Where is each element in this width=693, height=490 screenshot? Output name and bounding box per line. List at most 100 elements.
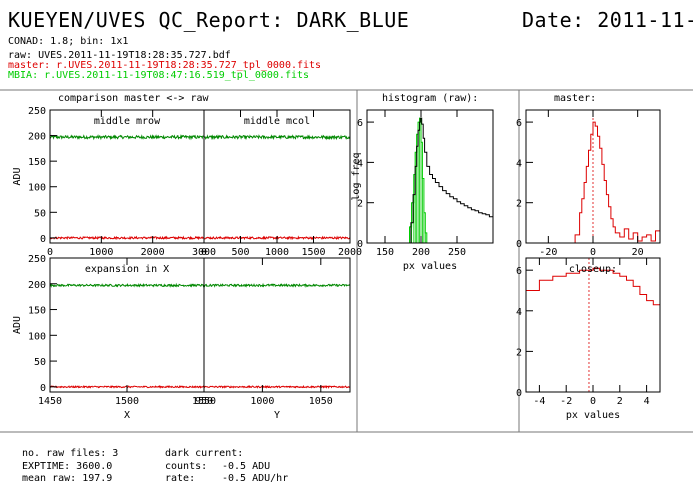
x-tick-label: 2 (617, 396, 623, 407)
comparison-panel-title: comparison master <-> raw (58, 93, 209, 104)
rate-label: rate: (165, 473, 196, 484)
y-tick-label: 2 (357, 199, 363, 210)
x-axis-label: px values (403, 261, 457, 272)
x-tick-label: 1050 (309, 396, 333, 407)
y-tick-label: 100 (28, 331, 46, 342)
x-tick-label: 0 (590, 396, 596, 407)
y-tick-label: 2 (516, 199, 522, 210)
counts-label: counts: (165, 461, 208, 472)
conad-line: CONAD: 1.8; bin: 1x1 (8, 36, 129, 47)
plot-frame (49, 109, 205, 244)
report-title: KUEYEN/UVES QC_Report: DARK_BLUE (8, 8, 410, 32)
y-tick-label: 0 (357, 239, 363, 250)
x-tick-label: 0 (590, 247, 596, 258)
x-tick-label: 1450 (38, 396, 62, 407)
x-tick-label: 3000 (192, 247, 216, 258)
series-raw-line (49, 134, 205, 141)
y-tick-label: 50 (34, 208, 46, 219)
chart-6: -4 -2 0 2 4 0 2 4 6 closeup: px values (516, 257, 661, 421)
panel-label: expansion in X (85, 264, 169, 275)
plot-frame (203, 109, 351, 244)
y-tick-label: 150 (28, 157, 46, 168)
y-tick-label: 2 (516, 347, 522, 358)
y-axis-label: ADU (12, 316, 23, 334)
panel-label: middle mcol (244, 116, 310, 127)
x-tick-label: -20 (539, 247, 557, 258)
x-tick-label: 200 (412, 247, 430, 258)
y-tick-label: 6 (357, 118, 363, 129)
x-tick-label: 1000 (265, 247, 289, 258)
y-tick-label: 0 (40, 234, 46, 245)
panel-title: master: (554, 93, 596, 104)
master-file-line: master: r.UVES.2011-11-19T18:28:35.727_t… (8, 60, 322, 71)
y-tick-label: 100 (28, 183, 46, 194)
dark-current-title: dark current: (165, 448, 244, 459)
panel-label: closeup: (569, 264, 617, 275)
y-tick-label: 0 (516, 388, 522, 399)
series-raw-line (49, 282, 205, 288)
series-master-line (203, 384, 351, 389)
plot-frame (366, 109, 494, 244)
x-tick-label: -2 (560, 396, 572, 407)
plot-frame (203, 257, 351, 393)
series-master-hist (526, 267, 661, 311)
x-tick-label: 4 (644, 396, 650, 407)
chart-2: 1450 1500 1550 0 50 100 150 200 250 expansion in … (12, 254, 216, 421)
y-tick-label: 4 (516, 307, 522, 318)
x-tick-label: 1500 (115, 396, 139, 407)
y-tick-label: 50 (34, 357, 46, 368)
x-tick-label: 950 (195, 396, 213, 407)
panel-title: histogram (raw): (382, 93, 478, 104)
series-master-line (49, 235, 205, 241)
frames: comparison master <-> raw (0, 89, 693, 433)
plot-frame (525, 257, 661, 393)
y-tick-label: 6 (516, 266, 522, 277)
x-tick-label: 0 (201, 247, 207, 258)
x-axis-label: X (124, 410, 130, 421)
y-tick-label: 150 (28, 306, 46, 317)
series-master-hist (526, 121, 661, 244)
y-tick-label: 250 (28, 106, 46, 117)
chart-5: -20 0 20 0 2 4 6 master: (516, 93, 661, 258)
x-tick-label: 1500 (301, 247, 325, 258)
raw-files-count: no. raw files: 3 (22, 448, 119, 459)
mean-raw: mean raw: 197.9 (22, 473, 113, 484)
chart-4: 150 200 250 0 2 4 6 histogram (raw): px values lo… (351, 93, 494, 272)
y-tick-label: 4 (516, 158, 522, 169)
plot-frame (49, 257, 205, 393)
y-tick-label: 250 (28, 254, 46, 265)
x-axis-label: Y (274, 410, 280, 421)
x-tick-label: 2000 (141, 247, 165, 258)
y-tick-label: 200 (28, 132, 46, 143)
y-axis-label: ADU (12, 167, 23, 185)
x-tick-label: -4 (533, 396, 545, 407)
x-tick-label: 1000 (89, 247, 113, 258)
y-axis-label: log freq (351, 152, 362, 200)
raw-file-line: raw: UVES.2011-11-19T18:28:35.727.bdf (8, 50, 231, 61)
chart-3: 950 1000 1050 Y (195, 257, 351, 421)
report-date: Date: 2011-11-18 (522, 8, 693, 32)
y-tick-label: 6 (516, 118, 522, 129)
mbia-file-line: MBIA: r.UVES.2011-11-19T08:47:16.519_tpl… (8, 70, 310, 81)
x-axis-label: px values (566, 410, 620, 421)
x-tick-label: 2000 (338, 247, 362, 258)
y-tick-label: 0 (516, 239, 522, 250)
panel-label: middle mrow (94, 116, 161, 127)
x-tick-label: 1550 (192, 396, 216, 407)
series-raw-line (203, 282, 351, 288)
chart-1: 0 500 1000 1500 2000 middle mcol (201, 109, 362, 258)
exptime: EXPTIME: 3600.0 (22, 461, 113, 472)
x-tick-label: 250 (448, 247, 466, 258)
y-tick-label: 0 (40, 383, 46, 394)
x-tick-label: 150 (376, 247, 394, 258)
rate-value: -0.5 ADU/hr (222, 473, 289, 484)
series-raw-line (203, 134, 351, 141)
x-tick-label: 1000 (250, 396, 274, 407)
y-tick-label: 4 (357, 158, 363, 169)
x-tick-label: 20 (632, 247, 644, 258)
x-tick-label: 0 (47, 247, 53, 258)
series-hist_raw-hist (408, 117, 494, 244)
